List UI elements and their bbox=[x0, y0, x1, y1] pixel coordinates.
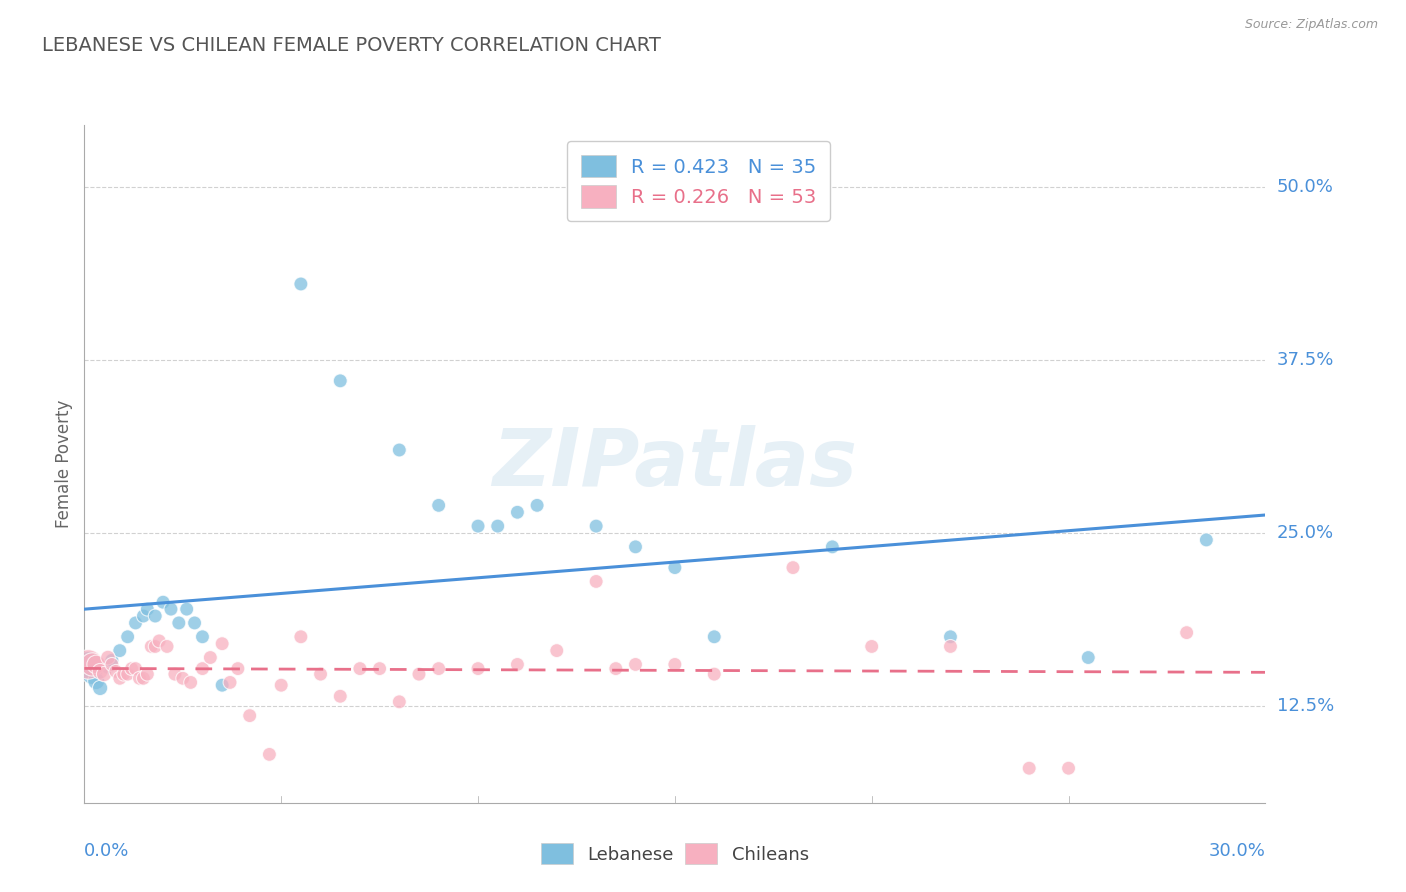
Point bbox=[148, 634, 170, 648]
Point bbox=[112, 667, 135, 681]
Point bbox=[143, 640, 166, 654]
Point bbox=[101, 657, 124, 672]
Point bbox=[290, 630, 312, 644]
Point bbox=[191, 630, 214, 644]
Point bbox=[939, 640, 962, 654]
Point bbox=[136, 602, 159, 616]
Point bbox=[176, 602, 198, 616]
Point bbox=[141, 640, 163, 654]
Point bbox=[624, 657, 647, 672]
Point bbox=[132, 671, 155, 685]
Point bbox=[506, 505, 529, 519]
Point bbox=[408, 667, 430, 681]
Point bbox=[821, 540, 844, 554]
Point bbox=[136, 667, 159, 681]
Point bbox=[427, 499, 450, 513]
Point bbox=[104, 665, 127, 679]
Point bbox=[84, 674, 107, 689]
Point bbox=[143, 609, 166, 624]
Point bbox=[124, 662, 146, 676]
Text: LEBANESE VS CHILEAN FEMALE POVERTY CORRELATION CHART: LEBANESE VS CHILEAN FEMALE POVERTY CORRE… bbox=[42, 36, 661, 54]
Point bbox=[132, 609, 155, 624]
Point bbox=[585, 519, 607, 533]
Point bbox=[84, 657, 107, 672]
Point bbox=[427, 662, 450, 676]
Point bbox=[290, 277, 312, 291]
Point bbox=[546, 643, 568, 657]
Point bbox=[664, 657, 686, 672]
Point bbox=[368, 662, 391, 676]
Point bbox=[152, 595, 174, 609]
Point bbox=[108, 671, 131, 685]
Point bbox=[211, 678, 233, 692]
Point bbox=[180, 675, 202, 690]
Point bbox=[108, 643, 131, 657]
Legend: Lebanese, Chileans: Lebanese, Chileans bbox=[530, 832, 820, 875]
Y-axis label: Female Poverty: Female Poverty bbox=[55, 400, 73, 528]
Point bbox=[163, 667, 186, 681]
Text: 30.0%: 30.0% bbox=[1209, 842, 1265, 860]
Point bbox=[605, 662, 627, 676]
Point bbox=[624, 540, 647, 554]
Text: 50.0%: 50.0% bbox=[1277, 178, 1333, 196]
Point bbox=[1195, 533, 1218, 547]
Point bbox=[349, 662, 371, 676]
Point bbox=[486, 519, 509, 533]
Point bbox=[467, 519, 489, 533]
Text: 12.5%: 12.5% bbox=[1277, 697, 1334, 715]
Point bbox=[309, 667, 332, 681]
Text: 37.5%: 37.5% bbox=[1277, 351, 1334, 369]
Point bbox=[329, 374, 352, 388]
Text: 25.0%: 25.0% bbox=[1277, 524, 1334, 542]
Point bbox=[270, 678, 292, 692]
Point bbox=[101, 653, 124, 667]
Point bbox=[388, 442, 411, 457]
Point bbox=[388, 695, 411, 709]
Point bbox=[172, 671, 194, 685]
Point bbox=[664, 560, 686, 574]
Point bbox=[97, 660, 120, 674]
Point bbox=[1077, 650, 1099, 665]
Point bbox=[1057, 761, 1080, 775]
Point bbox=[77, 657, 100, 672]
Point bbox=[239, 708, 262, 723]
Point bbox=[200, 650, 222, 665]
Point bbox=[1175, 625, 1198, 640]
Text: Source: ZipAtlas.com: Source: ZipAtlas.com bbox=[1244, 18, 1378, 31]
Point bbox=[219, 675, 242, 690]
Point bbox=[939, 630, 962, 644]
Point bbox=[226, 662, 249, 676]
Point bbox=[467, 662, 489, 676]
Point bbox=[93, 667, 115, 681]
Point bbox=[1018, 761, 1040, 775]
Point bbox=[329, 690, 352, 704]
Point bbox=[211, 637, 233, 651]
Point bbox=[160, 602, 183, 616]
Point bbox=[89, 681, 111, 695]
Point bbox=[167, 615, 190, 630]
Point bbox=[191, 662, 214, 676]
Point bbox=[860, 640, 883, 654]
Text: ZIPatlas: ZIPatlas bbox=[492, 425, 858, 503]
Point bbox=[782, 560, 804, 574]
Point bbox=[82, 667, 104, 681]
Point bbox=[526, 499, 548, 513]
Point bbox=[121, 662, 143, 676]
Point bbox=[124, 615, 146, 630]
Text: 0.0%: 0.0% bbox=[84, 842, 129, 860]
Point bbox=[703, 630, 725, 644]
Point bbox=[77, 657, 100, 672]
Point bbox=[97, 650, 120, 665]
Point bbox=[89, 665, 111, 679]
Point bbox=[703, 667, 725, 681]
Point bbox=[585, 574, 607, 589]
Point bbox=[82, 657, 104, 672]
Point bbox=[506, 657, 529, 672]
Point bbox=[128, 671, 150, 685]
Point bbox=[117, 667, 139, 681]
Point bbox=[183, 615, 205, 630]
Point bbox=[156, 640, 179, 654]
Point bbox=[117, 630, 139, 644]
Point bbox=[259, 747, 281, 762]
